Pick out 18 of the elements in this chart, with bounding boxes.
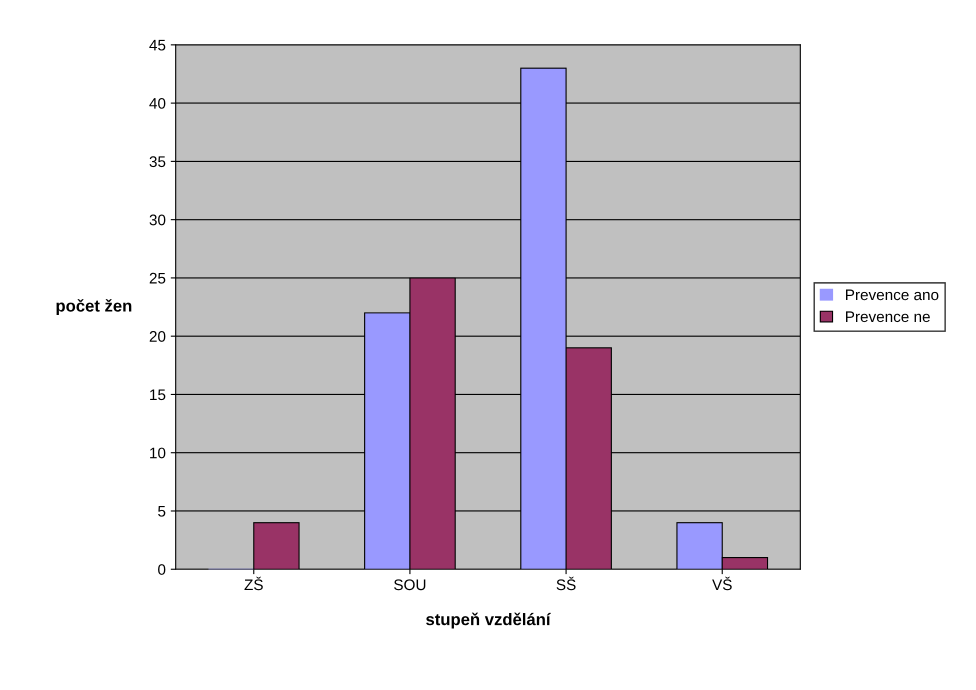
y-tick-label: 30 [150, 214, 166, 226]
legend-label: Prevence ano [846, 290, 938, 300]
y-tick-label: 25 [150, 272, 166, 284]
y-tick-label: 45 [149, 40, 166, 51]
x-tick-label: ZŠ [244, 576, 263, 590]
x-axis-title: stupeň vzdělání [426, 612, 551, 629]
y-axis-title: počet žen [56, 299, 132, 315]
x-tick-label: SOU [394, 579, 426, 590]
y-tick-label: 35 [150, 156, 166, 168]
y-tick-label: 40 [149, 98, 166, 109]
y-tick-label: 0 [158, 564, 166, 575]
x-tick-label: SŠ [556, 576, 576, 590]
y-tick-label: 10 [150, 448, 166, 458]
legend-label: Prevence ne [846, 311, 930, 322]
y-tick-label: 20 [150, 331, 166, 342]
x-tick-label: VŠ [712, 576, 732, 590]
y-tick-label: 5 [158, 506, 166, 517]
y-tick-label: 15 [150, 389, 166, 400]
